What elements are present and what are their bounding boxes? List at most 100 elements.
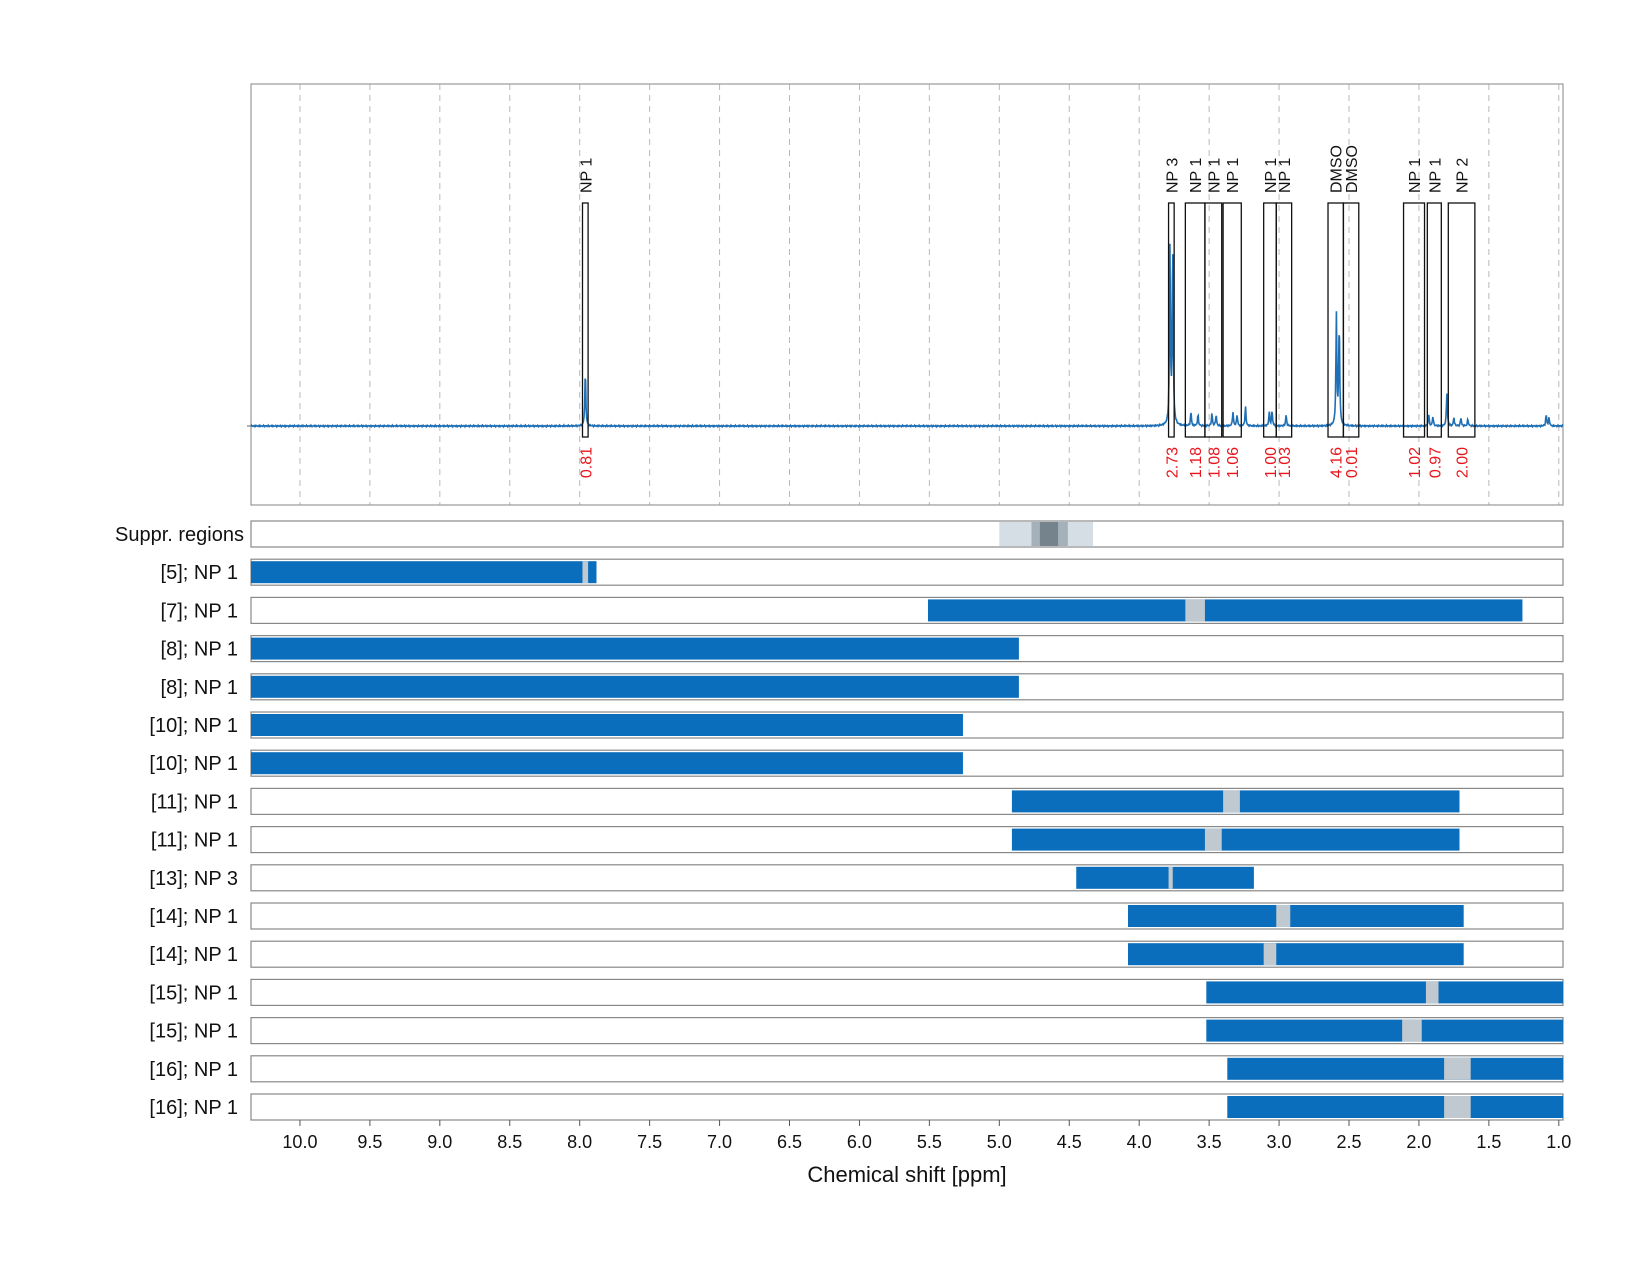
peak-region-box bbox=[1426, 202, 1442, 438]
peak-region-mark bbox=[1263, 943, 1277, 966]
x-tick-label: 8.0 bbox=[567, 1132, 592, 1152]
peak-label: NP 1 bbox=[1225, 158, 1242, 193]
range-bar bbox=[1227, 1057, 1563, 1080]
range-bar bbox=[1127, 943, 1464, 966]
range-bar bbox=[1127, 905, 1464, 927]
peak-region-box bbox=[581, 202, 589, 438]
suppr-band bbox=[1039, 522, 1059, 546]
row-label: [5]; NP 1 bbox=[161, 562, 238, 584]
row-label: [7]; NP 1 bbox=[161, 600, 238, 622]
peak-label: NP 1 bbox=[578, 158, 595, 193]
suppr-row-label: Suppr. regions bbox=[115, 524, 244, 546]
x-tick-label: 4.5 bbox=[1057, 1132, 1082, 1152]
integral-label: 0.97 bbox=[1427, 447, 1444, 478]
x-tick-label: 7.5 bbox=[637, 1132, 662, 1152]
grid-lines bbox=[299, 84, 1560, 505]
x-tick-label: 4.0 bbox=[1127, 1132, 1152, 1152]
range-bar bbox=[251, 714, 963, 736]
peak-region-box bbox=[1167, 202, 1175, 438]
peak-label: NP 1 bbox=[1427, 158, 1444, 193]
row-label: [16]; NP 1 bbox=[149, 1059, 238, 1081]
row-label: [11]; NP 1 bbox=[151, 791, 238, 813]
range-rows: Suppr. regions [5]; NP 1 [7]; NP 1 [8]; NP … bbox=[115, 520, 1564, 1121]
row-label: [15]; NP 1 bbox=[149, 982, 238, 1004]
x-axis-label: Chemical shift [ppm] bbox=[807, 1162, 1006, 1187]
peak-region-box bbox=[1184, 202, 1206, 438]
integral-label: 1.03 bbox=[1277, 447, 1294, 478]
peak-region-mark bbox=[1276, 905, 1291, 927]
x-tick-label: 5.5 bbox=[917, 1132, 942, 1152]
range-bar bbox=[251, 675, 1019, 698]
peak-region-box bbox=[1222, 202, 1242, 438]
peak-region-box bbox=[1275, 202, 1293, 438]
peak-region-box bbox=[1402, 202, 1426, 438]
peak-region-mark bbox=[1223, 790, 1240, 813]
peak-label: DMSO bbox=[1329, 145, 1346, 193]
integral-label: 0.01 bbox=[1344, 447, 1361, 478]
range-bar bbox=[251, 561, 597, 584]
x-tick-label: 2.5 bbox=[1336, 1132, 1361, 1152]
integral-label: 1.08 bbox=[1206, 447, 1223, 478]
integral-label: 0.81 bbox=[578, 447, 595, 478]
peak-region-mark bbox=[1185, 599, 1205, 622]
peak-label: NP 1 bbox=[1407, 158, 1424, 193]
x-tick-label: 5.0 bbox=[987, 1132, 1012, 1152]
integral-label: 2.73 bbox=[1164, 447, 1181, 478]
row-label: [10]; NP 1 bbox=[149, 715, 238, 737]
range-bar bbox=[251, 637, 1019, 660]
peak-region-mark bbox=[1444, 1096, 1471, 1118]
peak-region-box bbox=[1447, 202, 1476, 438]
peak-label: NP 2 bbox=[1455, 158, 1472, 193]
peak-region-box bbox=[1263, 202, 1277, 438]
row-label: [10]; NP 1 bbox=[149, 753, 238, 775]
integral-label: 1.18 bbox=[1188, 447, 1205, 478]
range-bar bbox=[251, 752, 963, 775]
peak-label: NP 1 bbox=[1206, 158, 1223, 193]
row-label: [8]; NP 1 bbox=[161, 639, 238, 661]
row-label: [14]; NP 1 bbox=[149, 906, 238, 928]
x-tick-label: 2.0 bbox=[1406, 1132, 1431, 1152]
peak-label: DMSO bbox=[1344, 145, 1361, 193]
peak-region-mark bbox=[1444, 1057, 1471, 1080]
spectrum-panel: NP 1 0.81 NP 3 2.73 NP 1 1.18 NP 1 1.08 NP 1 1.06… bbox=[247, 83, 1564, 506]
x-tick-label: 1.5 bbox=[1476, 1132, 1501, 1152]
x-tick-label: 3.0 bbox=[1267, 1132, 1292, 1152]
suppr-row-frame bbox=[250, 520, 1564, 548]
range-bar bbox=[1206, 981, 1563, 1004]
peak-region-box bbox=[1204, 202, 1223, 438]
integral-label: 4.16 bbox=[1329, 447, 1346, 478]
peak-region-mark bbox=[1425, 981, 1439, 1004]
peak-region-mark bbox=[582, 561, 589, 584]
row-label: [15]; NP 1 bbox=[149, 1021, 238, 1043]
peak-region-mark bbox=[1168, 866, 1173, 889]
range-bar bbox=[1206, 1019, 1563, 1042]
integral-label: 1.02 bbox=[1407, 447, 1424, 478]
range-bar bbox=[1076, 866, 1254, 889]
row-label: [13]; NP 3 bbox=[149, 868, 238, 890]
x-tick-label: 6.5 bbox=[777, 1132, 802, 1152]
integral-label: 1.00 bbox=[1263, 447, 1280, 478]
spectrum-line bbox=[250, 243, 1564, 429]
row-label: [8]; NP 1 bbox=[161, 677, 238, 699]
row-frame bbox=[250, 864, 1564, 892]
row-label: [16]; NP 1 bbox=[149, 1097, 238, 1119]
x-tick-label: 9.5 bbox=[357, 1132, 382, 1152]
range-bar bbox=[927, 599, 1523, 622]
row-label: [11]; NP 1 bbox=[151, 830, 238, 852]
x-tick-label: 1.0 bbox=[1546, 1132, 1571, 1152]
x-tick-label: 9.0 bbox=[427, 1132, 452, 1152]
row-label: [14]; NP 1 bbox=[149, 944, 238, 966]
range-bar bbox=[1227, 1096, 1563, 1118]
x-tick-label: 6.0 bbox=[847, 1132, 872, 1152]
peak-label: NP 1 bbox=[1277, 158, 1294, 193]
x-tick-label: 7.0 bbox=[707, 1132, 732, 1152]
integral-label: 1.06 bbox=[1225, 447, 1242, 478]
x-axis: 10.0 9.5 9.0 8.5 8.0 7.5 7.0 6.5 6.0 5.5 5.0 4.5 4.0… bbox=[251, 1119, 1571, 1152]
peak-label: NP 3 bbox=[1164, 158, 1181, 193]
peak-region-mark bbox=[1402, 1019, 1422, 1042]
x-tick-label: 8.5 bbox=[497, 1132, 522, 1152]
x-tick-label: 3.5 bbox=[1197, 1132, 1222, 1152]
x-tick-label: 10.0 bbox=[282, 1132, 317, 1152]
peak-region-mark bbox=[1204, 828, 1222, 851]
